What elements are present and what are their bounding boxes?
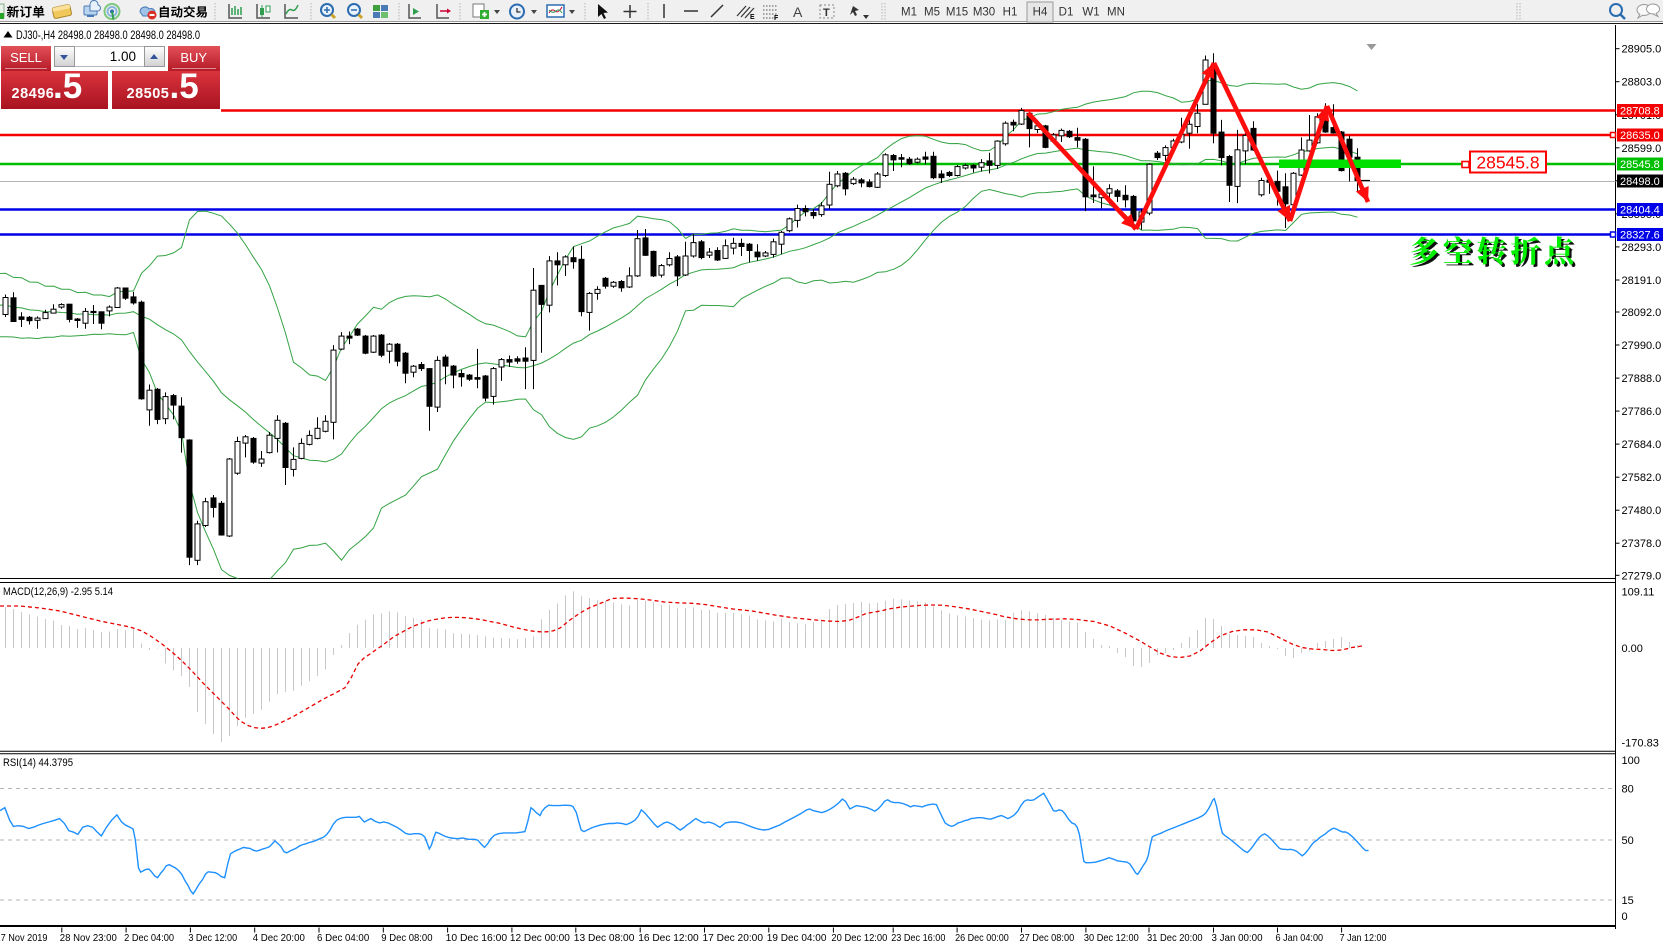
svg-text:MN: MN xyxy=(1107,7,1125,19)
svg-text:30 Dec 12:00: 30 Dec 12:00 xyxy=(1084,932,1139,944)
svg-text:28092.0: 28092.0 xyxy=(1622,307,1662,319)
svg-text:16 Dec 12:00: 16 Dec 12:00 xyxy=(638,932,699,944)
svg-text:100: 100 xyxy=(1622,755,1640,767)
svg-text:27888.0: 27888.0 xyxy=(1622,373,1662,385)
svg-text:H1: H1 xyxy=(1003,7,1018,19)
svg-text:17 Dec 20:00: 17 Dec 20:00 xyxy=(703,932,764,944)
svg-text:28545.8: 28545.8 xyxy=(1620,159,1660,171)
svg-text:M30: M30 xyxy=(973,7,995,19)
svg-text:27786.0: 27786.0 xyxy=(1622,406,1662,418)
svg-text:-170.83: -170.83 xyxy=(1622,738,1659,750)
svg-text:28803.0: 28803.0 xyxy=(1622,77,1662,89)
svg-text:19 Dec 04:00: 19 Dec 04:00 xyxy=(767,932,827,944)
svg-text:27990.0: 27990.0 xyxy=(1622,340,1662,352)
svg-text:7 Jan 12:00: 7 Jan 12:00 xyxy=(1340,932,1387,944)
svg-text:27684.0: 27684.0 xyxy=(1622,439,1662,451)
svg-text:E: E xyxy=(750,14,755,21)
svg-text:H4: H4 xyxy=(1033,7,1048,19)
svg-text:27582.0: 27582.0 xyxy=(1622,472,1662,484)
svg-text:W1: W1 xyxy=(1082,7,1099,19)
svg-text:28191.0: 28191.0 xyxy=(1622,275,1662,287)
svg-text:23 Dec 16:00: 23 Dec 16:00 xyxy=(891,932,945,944)
svg-text:28635.0: 28635.0 xyxy=(1620,130,1660,142)
svg-text:27 Dec 08:00: 27 Dec 08:00 xyxy=(1020,932,1075,944)
svg-text:4 Dec 20:00: 4 Dec 20:00 xyxy=(253,932,305,944)
svg-text:28708.8: 28708.8 xyxy=(1620,106,1660,118)
svg-text:F: F xyxy=(774,15,779,22)
svg-text:28404.4: 28404.4 xyxy=(1620,205,1660,217)
svg-text:A: A xyxy=(793,4,803,20)
svg-text:26 Dec 00:00: 26 Dec 00:00 xyxy=(955,932,1009,944)
svg-text:27480.0: 27480.0 xyxy=(1622,505,1662,517)
svg-text:28905.0: 28905.0 xyxy=(1622,44,1662,56)
svg-text:9 Dec 08:00: 9 Dec 08:00 xyxy=(381,932,432,944)
svg-text:6 Jan 04:00: 6 Jan 04:00 xyxy=(1276,932,1324,944)
svg-text:T: T xyxy=(823,7,830,19)
svg-text:3 Dec 12:00: 3 Dec 12:00 xyxy=(188,932,237,944)
svg-text:20 Dec 12:00: 20 Dec 12:00 xyxy=(831,932,887,944)
svg-text:28327.6: 28327.6 xyxy=(1620,230,1660,242)
svg-text:28 Nov 23:00: 28 Nov 23:00 xyxy=(60,932,117,944)
svg-text:6 Dec 04:00: 6 Dec 04:00 xyxy=(317,932,369,944)
svg-text:0.00: 0.00 xyxy=(1622,643,1643,655)
svg-text:80: 80 xyxy=(1622,784,1634,796)
svg-text:50: 50 xyxy=(1622,835,1634,847)
svg-text:31 Dec 20:00: 31 Dec 20:00 xyxy=(1147,932,1203,944)
svg-text:27 Nov 2019: 27 Nov 2019 xyxy=(0,932,48,944)
svg-text:12 Dec 00:00: 12 Dec 00:00 xyxy=(510,932,570,944)
svg-text:27378.0: 27378.0 xyxy=(1622,538,1662,550)
svg-text:15: 15 xyxy=(1622,895,1634,907)
svg-text:28599.0: 28599.0 xyxy=(1622,143,1662,155)
svg-text:2 Dec 04:00: 2 Dec 04:00 xyxy=(124,932,174,944)
svg-text:M1: M1 xyxy=(901,7,917,19)
svg-text:M15: M15 xyxy=(946,7,968,19)
svg-text:0: 0 xyxy=(1622,911,1628,923)
svg-text:RSI(14) 44.3795: RSI(14) 44.3795 xyxy=(3,757,73,769)
svg-text:13 Dec 08:00: 13 Dec 08:00 xyxy=(574,932,635,944)
svg-text:DJ30-,H4 28498.0 28498.0 2849: DJ30-,H4 28498.0 28498.0 28498.0 28498.0 xyxy=(16,30,200,42)
svg-text:3 Jan 00:00: 3 Jan 00:00 xyxy=(1212,932,1263,944)
svg-text:D1: D1 xyxy=(1059,7,1074,19)
svg-text:10 Dec 16:00: 10 Dec 16:00 xyxy=(446,932,508,944)
svg-text:27279.0: 27279.0 xyxy=(1622,570,1662,582)
svg-text:MACD(12,26,9) -2.95 5.14: MACD(12,26,9) -2.95 5.14 xyxy=(3,586,113,598)
svg-text:M5: M5 xyxy=(924,7,940,19)
svg-text:109.11: 109.11 xyxy=(1622,587,1655,599)
svg-text:28293.0: 28293.0 xyxy=(1622,242,1662,254)
svg-text:28498.0: 28498.0 xyxy=(1620,176,1660,188)
svg-text:28545.8: 28545.8 xyxy=(1476,153,1539,173)
